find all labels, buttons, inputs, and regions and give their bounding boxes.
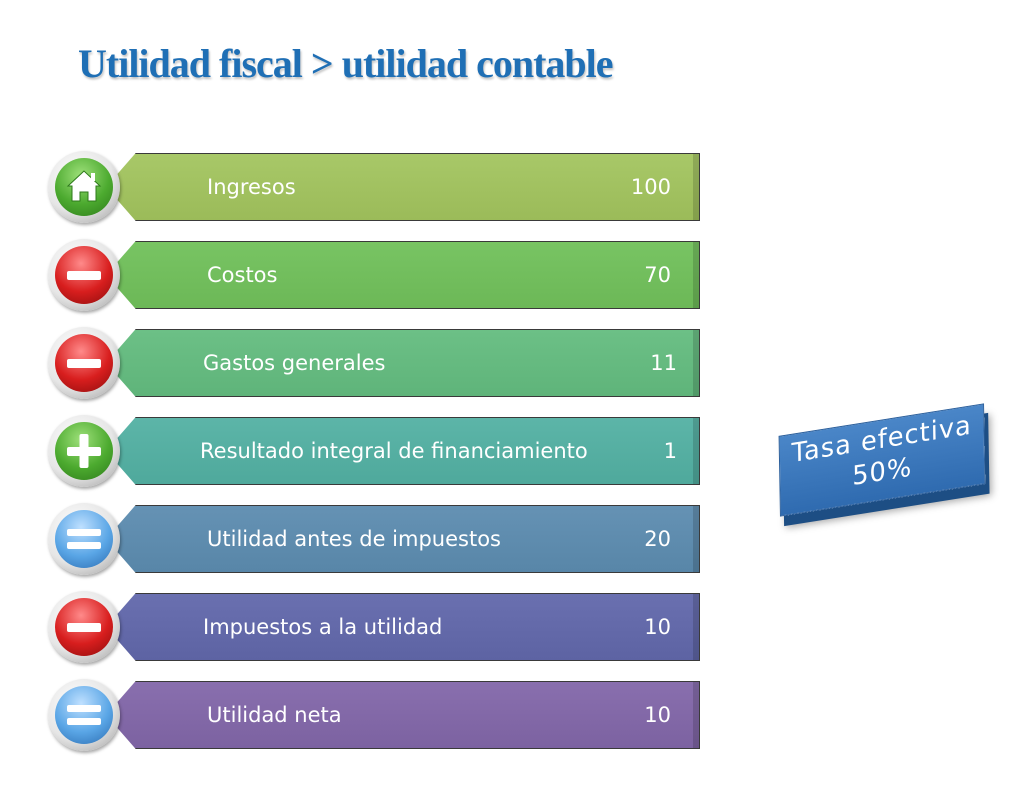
row-bar: Gastos generales 11: [106, 329, 700, 397]
row-value: 11: [650, 351, 677, 375]
row-label: Utilidad antes de impuestos: [207, 527, 501, 551]
row-value: 100: [630, 175, 671, 199]
minus-icon: [55, 598, 113, 656]
page-title: Utilidad fiscal > utilidad contable: [78, 41, 614, 86]
row-label: Costos: [207, 263, 278, 287]
row-label: Utilidad neta: [207, 703, 342, 727]
row-icon-ring: [48, 239, 120, 311]
row-value: 10: [644, 615, 671, 639]
row-icon-ring: [48, 151, 120, 223]
row-icon-ring: [48, 503, 120, 575]
list-item: Costos 70: [48, 239, 708, 311]
row-value: 20: [644, 527, 671, 551]
list-item: Utilidad antes de impuestos 20: [48, 503, 708, 575]
row-icon-ring: [48, 415, 120, 487]
minus-icon: [55, 246, 113, 304]
row-bar: Impuestos a la utilidad 10: [106, 593, 700, 661]
row-bar: Ingresos 100: [106, 153, 700, 221]
row-label: Gastos generales: [203, 351, 386, 375]
row-bar: Utilidad antes de impuestos 20: [106, 505, 700, 573]
equals-icon: [55, 510, 113, 568]
row-value: 1: [663, 439, 677, 463]
list-item: Resultado integral de financiamiento 1: [48, 415, 708, 487]
list-item: Impuestos a la utilidad 10: [48, 591, 708, 663]
list-item: Ingresos 100: [48, 151, 708, 223]
row-label: Ingresos: [207, 175, 296, 199]
row-bar: Costos 70: [106, 241, 700, 309]
row-icon-ring: [48, 591, 120, 663]
plus-icon: [55, 422, 113, 480]
row-label: Impuestos a la utilidad: [203, 615, 443, 639]
row-bar: Resultado integral de financiamiento 1: [106, 417, 700, 485]
minus-icon: [55, 334, 113, 392]
equals-icon: [55, 686, 113, 744]
row-label: Resultado integral de financiamiento: [200, 439, 588, 463]
list-item: Gastos generales 11: [48, 327, 708, 399]
row-value: 70: [644, 263, 671, 287]
home-icon: [55, 158, 113, 216]
row-bar: Utilidad neta 10: [106, 681, 700, 749]
row-icon-ring: [48, 327, 120, 399]
effective-rate-badge: Tasa efectiva 50%: [778, 403, 986, 517]
row-value: 10: [644, 703, 671, 727]
list-item: Utilidad neta 10: [48, 679, 708, 751]
row-icon-ring: [48, 679, 120, 751]
